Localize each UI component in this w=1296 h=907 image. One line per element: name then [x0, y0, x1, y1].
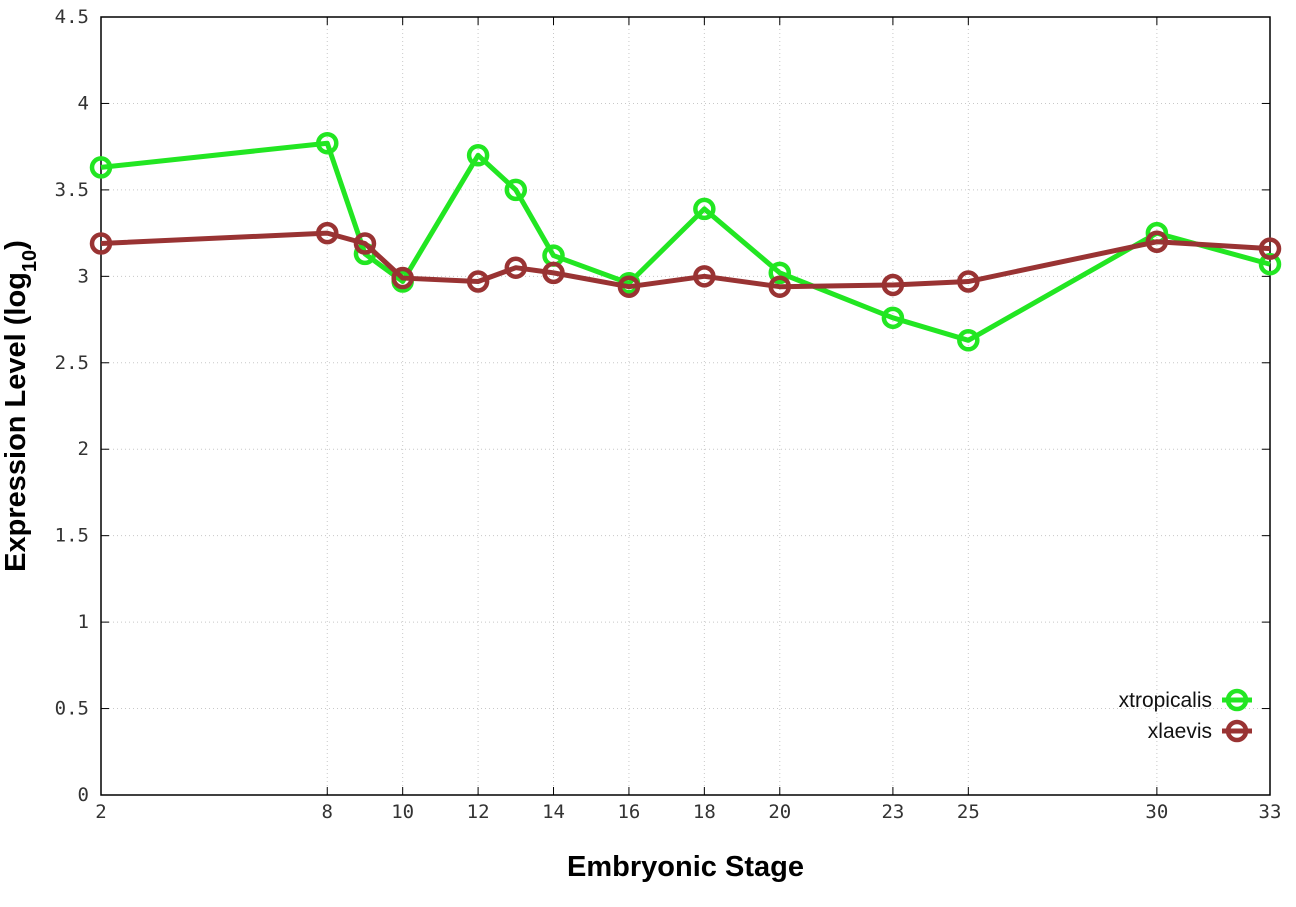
data-point: [466, 270, 490, 293]
data-point: [391, 266, 414, 290]
y-axis-title-subscript: 10: [19, 250, 41, 272]
data-point: [768, 275, 792, 298]
data-point: [693, 197, 716, 221]
x-tick-label: 14: [542, 801, 565, 823]
x-tick-label: 25: [957, 801, 980, 823]
legend-label: xlaevis: [1148, 720, 1212, 743]
series-xlaevis: [89, 221, 1282, 298]
legend: xtropicalis xlaevis: [1119, 688, 1252, 743]
plot-area-frame: [100, 16, 1271, 796]
data-point: [617, 275, 641, 298]
series-xtropicalis: [89, 131, 1282, 352]
data-point: [768, 261, 792, 285]
series-layer: [89, 131, 1282, 352]
y-axis-ticks: 0 0.5 1 1.5 2 2.5 3 3.5 4 4.5: [55, 6, 1270, 806]
y-tick-label: 3: [78, 265, 89, 287]
data-point: [957, 329, 980, 352]
y-axis-title-main: Expression Level (log: [0, 272, 32, 572]
data-point: [353, 232, 377, 255]
x-tick-label: 33: [1259, 801, 1282, 823]
series-line: [100, 140, 1271, 343]
data-point: [881, 306, 905, 330]
series-line: [100, 230, 1271, 290]
x-tick-label: 12: [467, 801, 490, 823]
data-point: [542, 261, 565, 285]
x-tick-label: 10: [391, 801, 414, 823]
x-tick-label: 16: [617, 801, 640, 823]
x-tick-label: 2: [95, 801, 106, 823]
x-axis-ticks: 2 8 10 12 14 16 18 20 23 25 30 33: [95, 17, 1281, 823]
data-point: [693, 265, 716, 288]
data-point: [89, 156, 113, 179]
legend-label: xtropicalis: [1119, 689, 1212, 712]
x-tick-label: 23: [881, 801, 904, 823]
y-tick-label: 4: [78, 92, 89, 114]
x-tick-label: 20: [768, 801, 791, 823]
legend-marker: [1225, 719, 1249, 743]
x-tick-label: 30: [1145, 801, 1168, 823]
data-point: [1258, 237, 1282, 260]
y-tick-label: 0: [78, 784, 89, 806]
data-point: [1258, 252, 1282, 276]
data-point: [504, 178, 528, 202]
x-tick-label: 18: [693, 801, 716, 823]
data-point: [466, 144, 490, 167]
y-tick-label: 1: [78, 611, 89, 633]
legend-item: xtropicalis: [1119, 688, 1252, 712]
data-point: [881, 273, 905, 297]
legend-marker: [1225, 688, 1249, 712]
x-tick-label: 8: [322, 801, 333, 823]
data-point: [1145, 230, 1169, 254]
x-axis-title: Embryonic Stage: [567, 851, 804, 883]
y-axis-title-close: ): [0, 240, 32, 250]
data-point: [89, 232, 113, 255]
data-point: [504, 256, 528, 279]
legend-item: xlaevis: [1148, 719, 1252, 743]
y-tick-label: 2.5: [55, 352, 89, 374]
data-point: [316, 131, 339, 155]
y-tick-label: 0.5: [55, 698, 89, 720]
y-tick-label: 3.5: [55, 179, 89, 201]
y-axis-title: Expression Level (log10): [0, 240, 41, 572]
y-tick-label: 4.5: [55, 6, 89, 28]
y-tick-label: 1.5: [55, 525, 89, 547]
data-point: [957, 270, 980, 293]
y-tick-label: 2: [78, 438, 89, 460]
grid-lines: [101, 17, 1270, 795]
data-point: [316, 221, 339, 245]
